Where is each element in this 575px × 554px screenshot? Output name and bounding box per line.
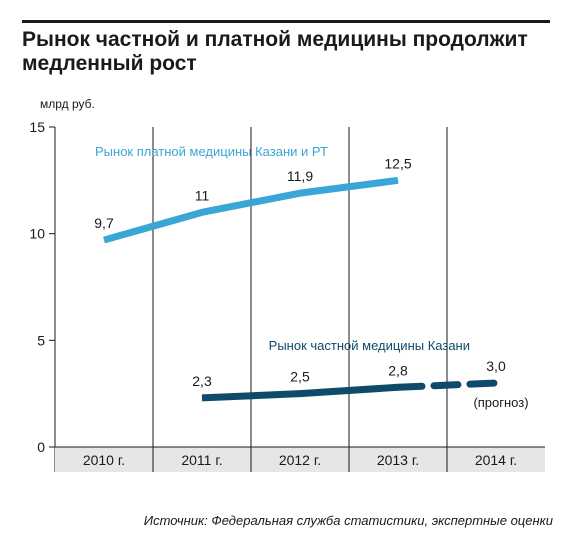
data-label: 11 bbox=[195, 187, 210, 203]
x-tick-label: 2010 г. bbox=[83, 452, 125, 468]
series-forecast-line-2 bbox=[394, 379, 500, 391]
x-tick-label: 2011 г. bbox=[181, 452, 222, 468]
data-label: 2,5 bbox=[290, 369, 310, 385]
chart-marks: 9,7 11 11,9 12,5 Рынок платной медицины Каза… bbox=[94, 144, 528, 410]
y-axis-unit-label: млрд руб. bbox=[40, 97, 95, 111]
source-note: Источник: Федеральная служба статистики,… bbox=[143, 513, 553, 528]
x-tick-label: 2013 г. bbox=[377, 452, 419, 468]
series-label-1: Рынок платной медицины Казани и РТ bbox=[95, 144, 328, 159]
data-label: 3,0 bbox=[486, 358, 506, 374]
chart-title: Рынок частной и платной медицины продолж… bbox=[22, 28, 528, 75]
y-tick-label: 5 bbox=[37, 332, 45, 348]
x-axis-band bbox=[55, 447, 545, 472]
forecast-note: (прогноз) bbox=[473, 395, 528, 410]
y-tick-label: 10 bbox=[29, 226, 45, 242]
series-line-1 bbox=[103, 176, 399, 244]
data-label: 12,5 bbox=[384, 155, 411, 171]
top-rule bbox=[22, 20, 550, 23]
data-label: 11,9 bbox=[287, 168, 313, 184]
data-label: 9,7 bbox=[94, 215, 114, 231]
axes: 0 5 10 15 2010 г. 2011 г. 2012 г. 2013 г. 2014 г… bbox=[29, 119, 545, 472]
data-label: 2,3 bbox=[192, 373, 212, 389]
x-tick-label: 2014 г. bbox=[475, 452, 517, 468]
data-label: 2,8 bbox=[388, 362, 408, 378]
series-label-2: Рынок частной медицины Казани bbox=[269, 338, 470, 353]
x-tick-label: 2012 г. bbox=[279, 452, 321, 468]
y-tick-label: 0 bbox=[37, 439, 45, 455]
series-line-2 bbox=[201, 383, 399, 402]
y-tick-label: 15 bbox=[29, 119, 45, 135]
